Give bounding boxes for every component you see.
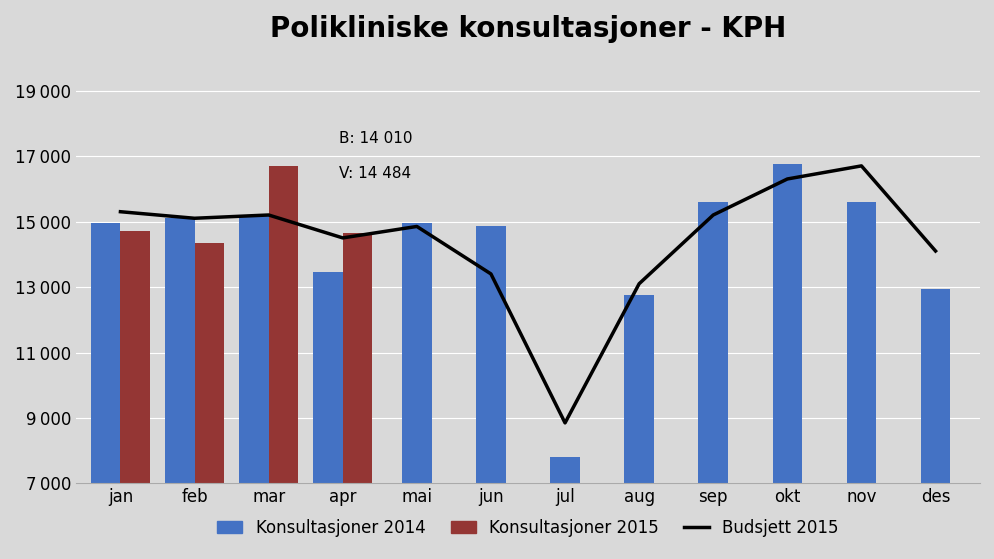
Text: V: 14 484: V: 14 484 <box>339 166 411 181</box>
Bar <box>846 202 876 559</box>
Bar <box>476 226 505 559</box>
Bar <box>195 243 224 559</box>
Bar <box>90 223 120 559</box>
Title: Polikliniske konsultasjoner - KPH: Polikliniske konsultasjoner - KPH <box>269 15 785 43</box>
Bar <box>623 295 653 559</box>
Bar <box>919 288 949 559</box>
Bar <box>120 231 150 559</box>
Bar <box>698 202 728 559</box>
Bar <box>771 164 801 559</box>
Legend: Konsultasjoner 2014, Konsultasjoner 2015, Budsjett 2015: Konsultasjoner 2014, Konsultasjoner 2015… <box>211 512 844 543</box>
Bar <box>342 233 372 559</box>
Bar <box>165 218 195 559</box>
Bar <box>268 166 298 559</box>
Bar <box>239 215 268 559</box>
Text: B: 14 010: B: 14 010 <box>339 131 413 146</box>
Bar <box>402 223 431 559</box>
Bar <box>313 272 342 559</box>
Bar <box>550 457 580 559</box>
